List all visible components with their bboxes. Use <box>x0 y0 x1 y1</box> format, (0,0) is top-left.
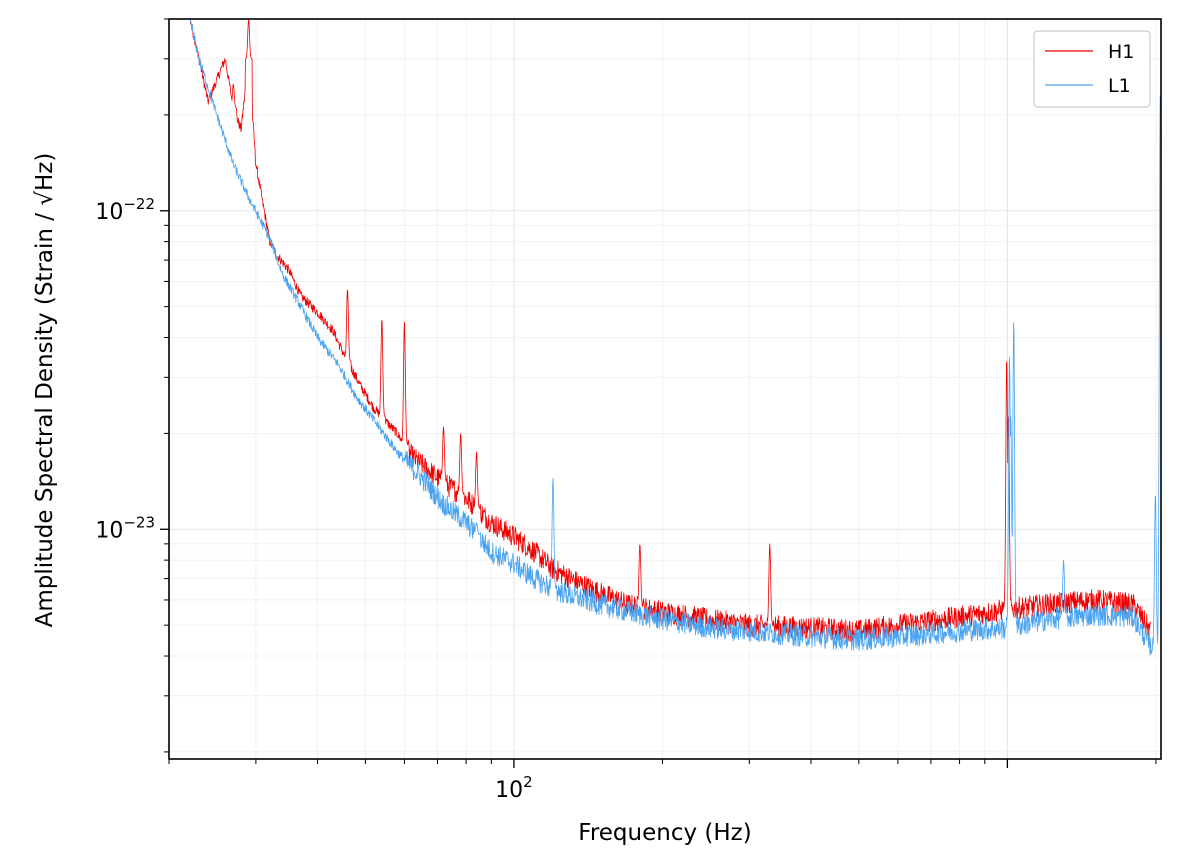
legend: H1 L1 <box>1033 30 1151 108</box>
y-axis-label: Amplitude Spectral Density (Strain / √Hz… <box>32 153 58 628</box>
y-tick-label: 10−23 <box>95 513 155 543</box>
y-tick-label: 10−22 <box>95 195 155 225</box>
series-layer <box>189 19 1161 656</box>
legend-label-l1: L1 <box>1108 75 1131 97</box>
series-line-l1 <box>189 19 1161 656</box>
legend-label-h1: H1 <box>1108 41 1134 63</box>
x-tick-label: 102 <box>495 773 533 803</box>
x-axis-label: Frequency (Hz) <box>578 820 751 846</box>
legend-box <box>1033 30 1151 108</box>
axis-ticks: 102 10−22 10−23 <box>95 18 1157 803</box>
plot-frame <box>168 18 1162 760</box>
series-line-h1 <box>189 19 1151 642</box>
